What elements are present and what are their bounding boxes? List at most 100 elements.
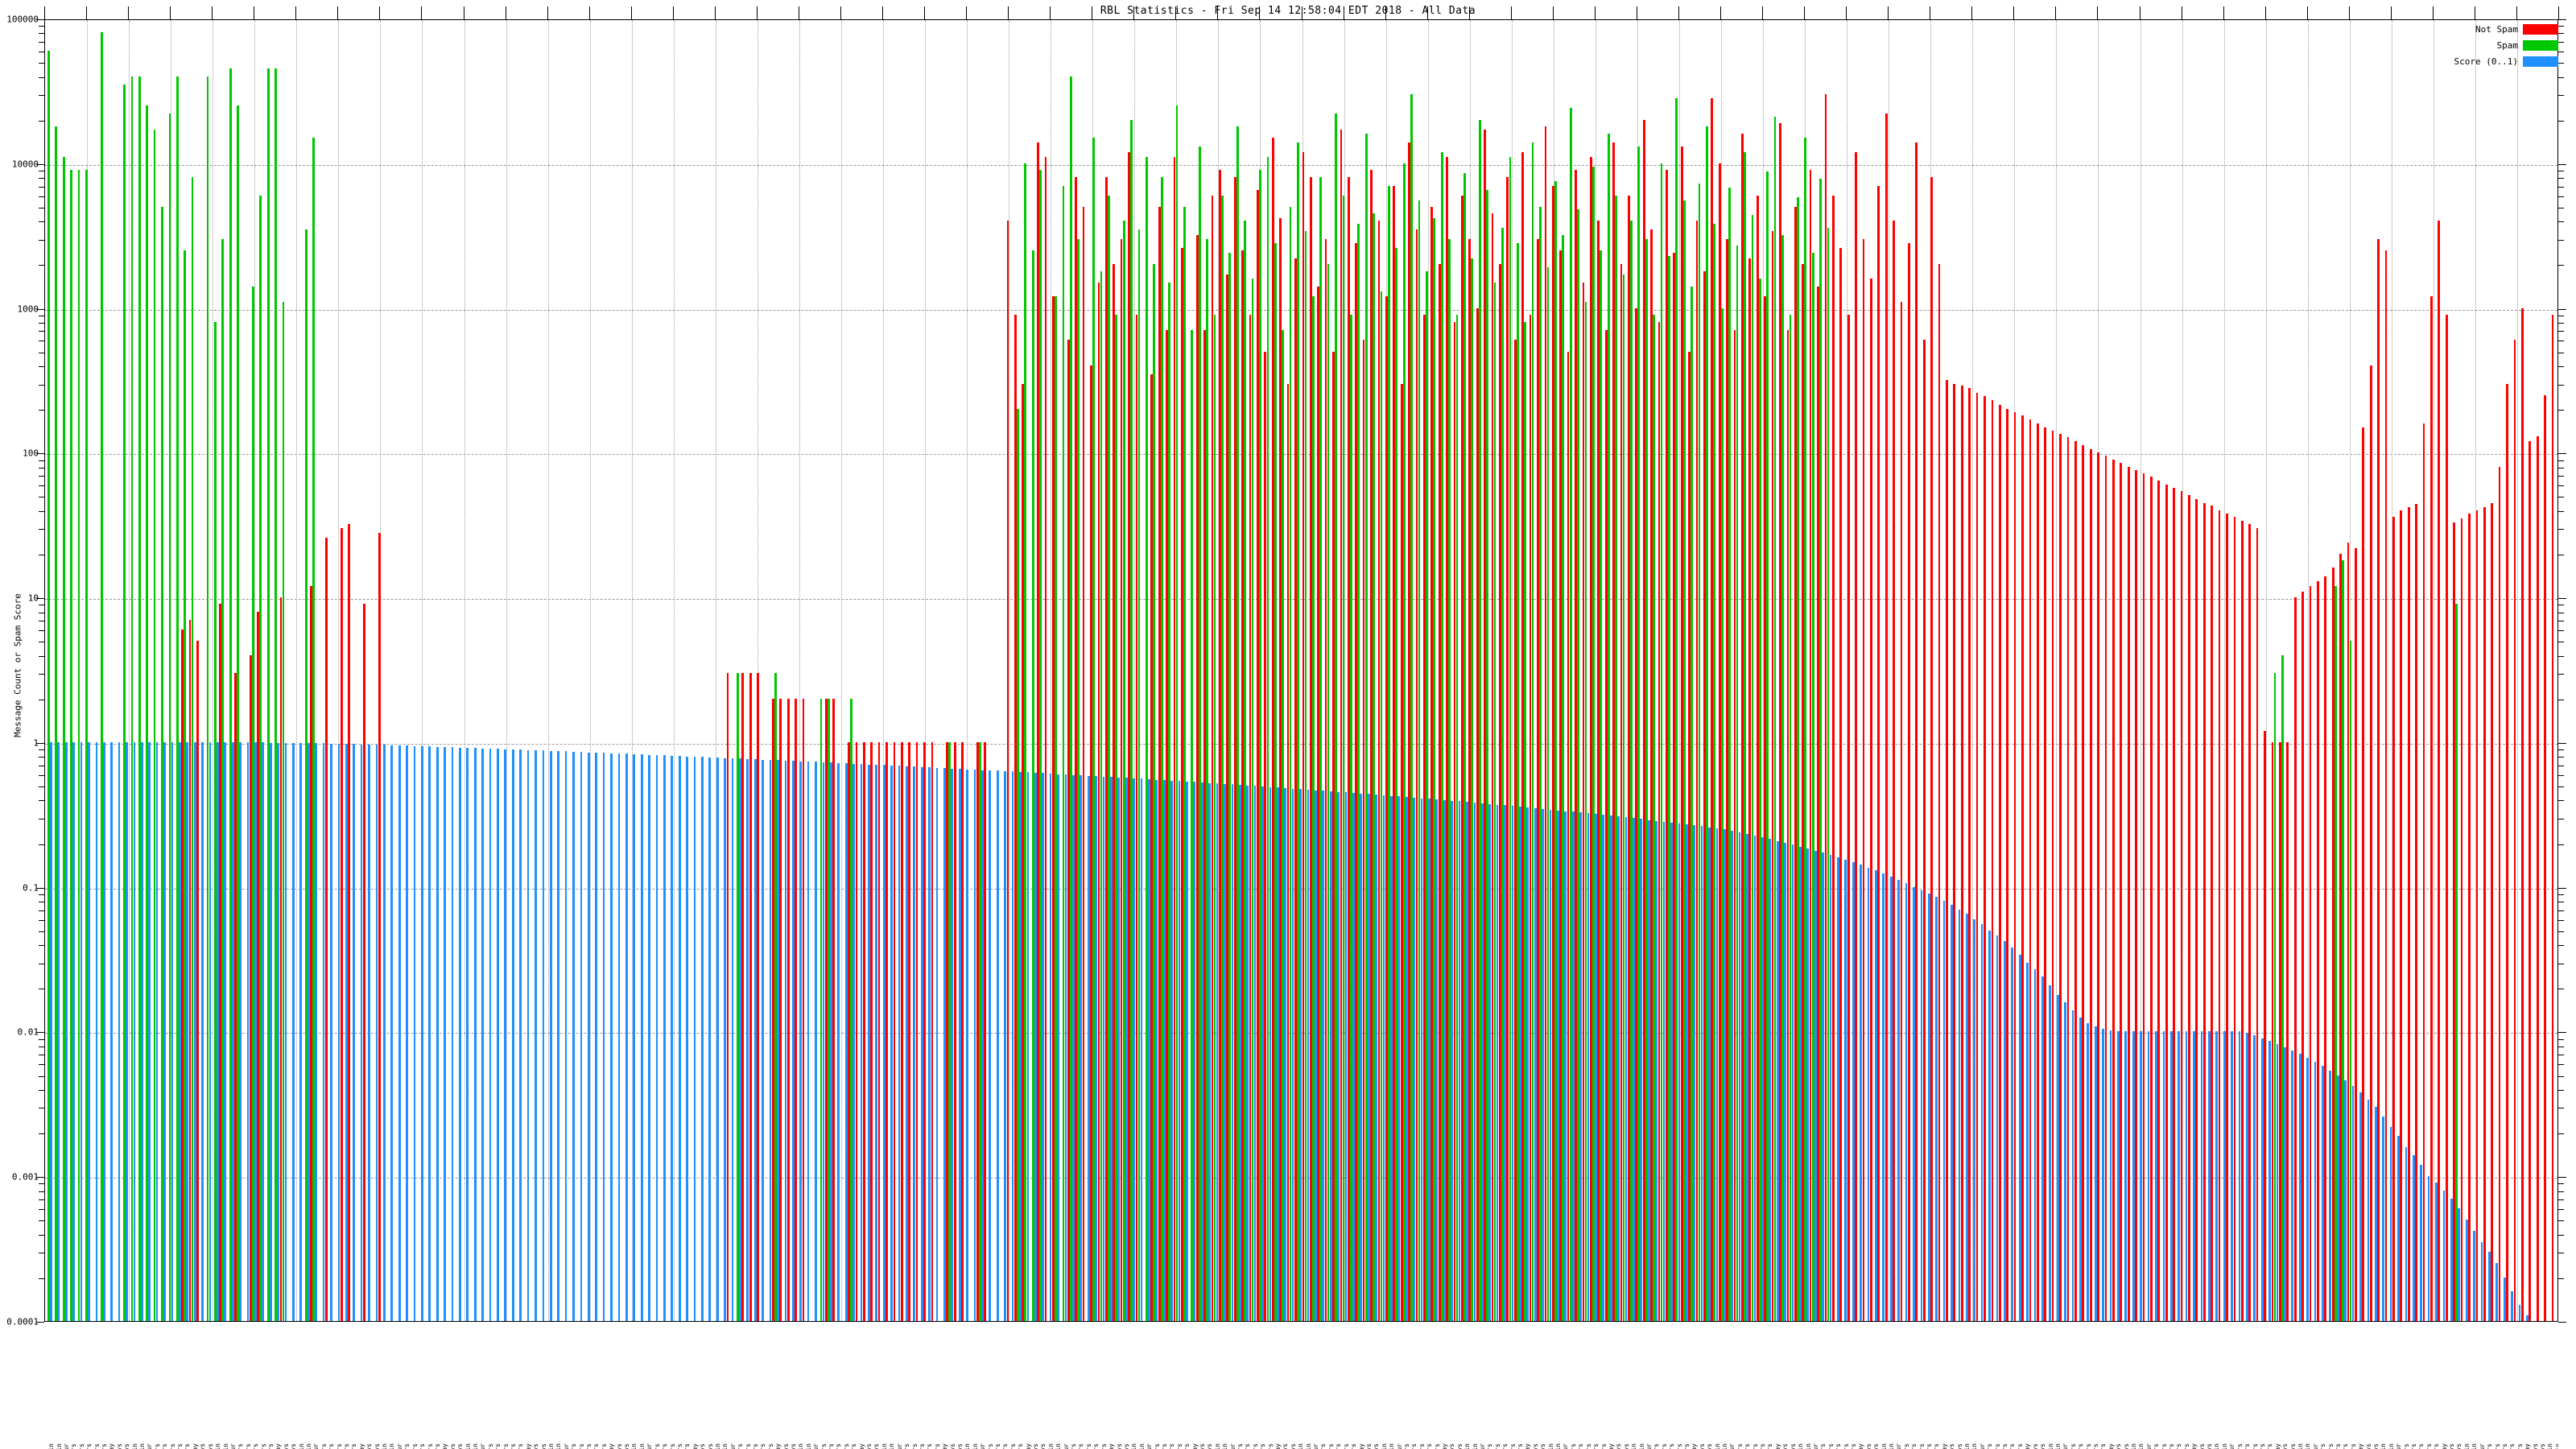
x-axis-tick [1846, 6, 1847, 19]
legend-item-score[interactable]: Score (0..1) [2454, 56, 2558, 67]
bar-spam [1713, 224, 1716, 1321]
x-axis-tick-label: 3 hours [2410, 1443, 2417, 1449]
gridline-vertical [590, 20, 591, 1321]
bar-not-spam [1733, 330, 1736, 1321]
bar-not-spam [1695, 221, 1699, 1321]
y-axis-minor-tick [39, 945, 44, 947]
bar-score [2064, 1001, 2066, 1321]
bar-not-spam [786, 698, 790, 1321]
y-axis-major-tick [36, 887, 44, 889]
bar-not-spam [1620, 264, 1623, 1321]
bar-score [958, 769, 961, 1321]
bar-spam [1130, 119, 1133, 1321]
x-axis-tick-label: 4 hours [419, 1443, 426, 1449]
bar-score [928, 767, 931, 1321]
x-axis-tick-label: origin [1138, 1443, 1146, 1449]
bar-spam [1720, 308, 1724, 1321]
bar-score [526, 749, 530, 1321]
legend-label-score: Score (0..1) [2454, 56, 2518, 67]
x-axis-tick [1511, 6, 1512, 19]
bar-not-spam [946, 741, 949, 1321]
y-axis-minor-tick [39, 894, 44, 895]
x-axis-tick-label: 6 hours [2008, 1443, 2016, 1449]
x-axis-tick [170, 6, 171, 19]
bar-score [2223, 1031, 2226, 1321]
y-axis-minor-tick [39, 384, 44, 386]
bar-not-spam [1370, 170, 1373, 1321]
bar-score [497, 749, 499, 1321]
y-axis-major-tick [2558, 163, 2566, 165]
y-axis-major-tick [36, 1177, 44, 1179]
x-axis-tick-label: 12 hours [1434, 1443, 1441, 1449]
x-axis-tick [1217, 6, 1218, 19]
bar-score [292, 742, 295, 1321]
bar-score [1314, 790, 1317, 1321]
x-axis-tick-label: 3 days [1206, 1443, 1213, 1449]
bar-score [1253, 786, 1257, 1321]
bar-not-spam [1279, 217, 1282, 1321]
bar-not-spam [1809, 170, 1812, 1321]
y-axis-tick-label: 0.0001 [6, 1316, 39, 1327]
bar-not-spam [1831, 195, 1835, 1321]
gridline-vertical [2056, 20, 2057, 1321]
bar-spam [1653, 314, 1655, 1321]
x-axis-tick-label: 1 hour [1146, 1443, 1153, 1449]
bar-score [1200, 782, 1203, 1321]
bar-score [2178, 1031, 2181, 1321]
bar-score [1284, 787, 1287, 1321]
bar-not-spam [931, 741, 934, 1321]
bar-score [1466, 802, 1468, 1321]
x-axis-tick-label: origin [1554, 1443, 1562, 1449]
bar-not-spam [1657, 321, 1661, 1321]
bar-score [2193, 1031, 2195, 1321]
x-axis-tick-label: 4 hours [2334, 1443, 2342, 1449]
x-axis-tick-label: 4 hours [1001, 1443, 1009, 1449]
bar-score [2268, 1041, 2271, 1321]
x-axis-tick-label: 6 hours [926, 1443, 933, 1449]
bar-not-spam [1052, 296, 1055, 1321]
bar-score [2427, 1176, 2430, 1321]
bar-not-spam [2384, 250, 2388, 1321]
x-axis-tick [1259, 6, 1260, 19]
x-axis-tick-label: 2 days [199, 1443, 206, 1449]
legend-item-spam[interactable]: Spam [2497, 40, 2558, 51]
bar-spam [1804, 138, 1807, 1321]
x-axis-tick [2097, 6, 2098, 19]
x-axis-tick-label: net origin [964, 1443, 971, 1449]
x-axis-tick-label: 1 day [1608, 1443, 1615, 1449]
bar-not-spam [1855, 151, 1857, 1321]
x-axis-tick-label: 1 day [1191, 1443, 1199, 1449]
bar-score [1480, 803, 1484, 1321]
bar-score [2026, 962, 2029, 1321]
x-axis-tick-label: 12 hours [2183, 1443, 2190, 1449]
bar-not-spam [2377, 238, 2380, 1321]
bar-score [231, 742, 234, 1321]
bar-not-spam [1953, 383, 1956, 1321]
bar-spam [1827, 227, 1830, 1321]
bar-not-spam [2044, 427, 2047, 1321]
x-axis-tick-label: 4 hours [502, 1443, 510, 1449]
bar-not-spam [1946, 379, 1948, 1321]
x-axis-tick-label: 1 hour [2479, 1443, 2486, 1449]
y-axis-minor-tick [39, 63, 44, 64]
x-axis-tick-label: 2 hours [1653, 1443, 1660, 1449]
x-axis-tick [2223, 6, 2224, 19]
bar-score [1435, 799, 1439, 1321]
bar-not-spam [1340, 130, 1343, 1321]
y-axis-minor-tick [39, 1199, 44, 1201]
bar-score [1860, 865, 1862, 1321]
bar-spam [1448, 238, 1451, 1321]
bar-spam [1017, 409, 1019, 1321]
bar-score [1867, 867, 1870, 1321]
x-axis-tick-label: 3 hours [1994, 1443, 2001, 1449]
gridline-vertical [1218, 20, 1219, 1321]
x-axis-tick-label: 2 days [1865, 1443, 1872, 1449]
legend-item-not-spam[interactable]: Not Spam [2475, 24, 2558, 35]
bar-not-spam [2066, 437, 2070, 1321]
gridline-vertical [1344, 20, 1345, 1321]
bar-score [815, 762, 817, 1321]
bar-not-spam [1650, 229, 1653, 1321]
bar-score [1670, 822, 1673, 1321]
bar-spam [1744, 151, 1746, 1321]
bar-spam [1251, 278, 1254, 1321]
